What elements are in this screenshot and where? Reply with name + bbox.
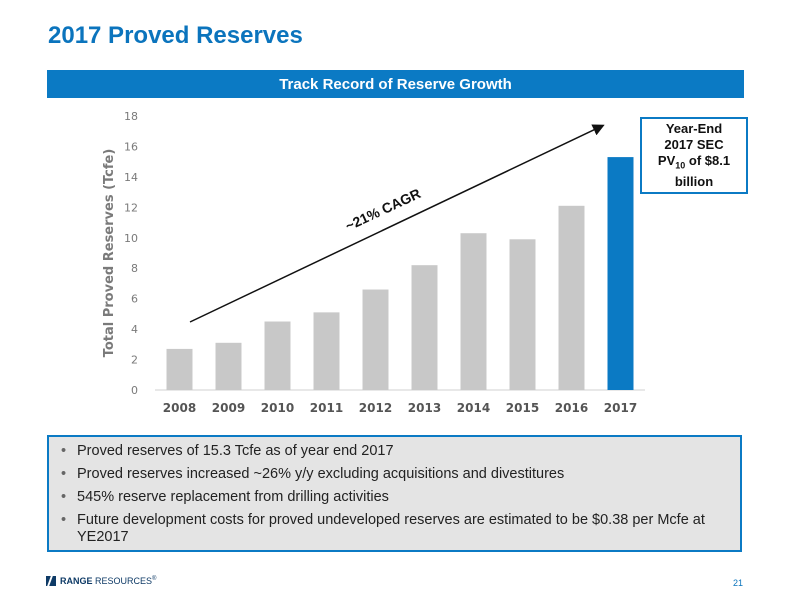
- key-points-box: Proved reserves of 15.3 Tcfe as of year …: [47, 435, 742, 552]
- callout-pv-value: of $8.1: [685, 153, 731, 169]
- y-tick-label: 18: [124, 110, 138, 123]
- x-tick-label: 2008: [163, 401, 196, 415]
- x-tick-label: 2014: [457, 401, 490, 415]
- bar-2014: [460, 233, 487, 390]
- y-tick-label: 4: [131, 323, 138, 336]
- callout-line-4: billion: [674, 173, 714, 189]
- cagr-annotation: ~21% CAGR: [343, 185, 423, 234]
- bar-2010: [264, 321, 291, 390]
- callout-pv-subscript: 10: [675, 160, 686, 171]
- range-logo-icon: [46, 576, 56, 586]
- callout-pv-label: PV: [657, 153, 676, 169]
- bar-2016: [558, 205, 585, 390]
- callout-line-3: PV10 of $8.1: [658, 153, 730, 174]
- x-tick-label: 2017: [604, 401, 637, 415]
- bar-2008: [166, 348, 193, 390]
- y-tick-label: 10: [124, 232, 138, 245]
- reserve-growth-bar-chart: 0 2 4 6 8 10 12 14 16 18 Total Proved Reserves (Tc…: [102, 110, 645, 415]
- bar-2011: [313, 312, 340, 390]
- callout-line-2: 2017 SEC: [664, 137, 724, 153]
- x-tick-label: 2012: [359, 401, 392, 415]
- bullet-item: Future development costs for proved unde…: [61, 512, 730, 546]
- x-tick-label: 2016: [555, 401, 588, 415]
- cagr-trend-arrow: [189, 124, 605, 323]
- y-tick-label: 0: [131, 384, 138, 397]
- banner-label: Track Record of Reserve Growth: [279, 75, 512, 93]
- pv10-callout-box: Year-End 2017 SEC PV10 of $8.1 billion: [640, 117, 748, 194]
- bar-2009: [215, 342, 242, 390]
- y-tick-label: 8: [131, 262, 138, 275]
- x-tick-label: 2010: [261, 401, 294, 415]
- bar-2017: [607, 157, 634, 390]
- x-tick-label: 2013: [408, 401, 441, 415]
- y-tick-label: 6: [131, 293, 138, 306]
- y-axis-label: Total Proved Reserves (Tcfe): [102, 149, 117, 358]
- y-tick-label: 14: [124, 171, 138, 184]
- y-tick-label: 2: [131, 354, 138, 367]
- callout-line-1: Year-End: [665, 121, 723, 137]
- x-tick-label: 2015: [506, 401, 539, 415]
- y-tick-label: 12: [124, 201, 138, 214]
- bullet-item: Proved reserves increased ~26% y/y exclu…: [61, 466, 730, 483]
- bar-2015: [509, 239, 536, 390]
- company-logo: RANGE RESOURCES®: [46, 576, 156, 586]
- bullet-item: Proved reserves of 15.3 Tcfe as of year …: [61, 443, 730, 460]
- page-number: 21: [733, 578, 744, 588]
- key-points-list: Proved reserves of 15.3 Tcfe as of year …: [61, 443, 730, 546]
- bullet-item: 545% reserve replacement from drilling a…: [61, 489, 730, 506]
- x-tick-label: 2009: [212, 401, 245, 415]
- slide-title: 2017 Proved Reserves: [48, 22, 303, 49]
- y-tick-label: 16: [124, 140, 138, 153]
- bar-2013: [411, 265, 438, 390]
- bar-2012: [362, 289, 389, 390]
- logo-wordmark: RANGE RESOURCES®: [60, 576, 157, 586]
- x-tick-label: 2011: [310, 401, 343, 415]
- section-banner: Track Record of Reserve Growth: [47, 70, 744, 98]
